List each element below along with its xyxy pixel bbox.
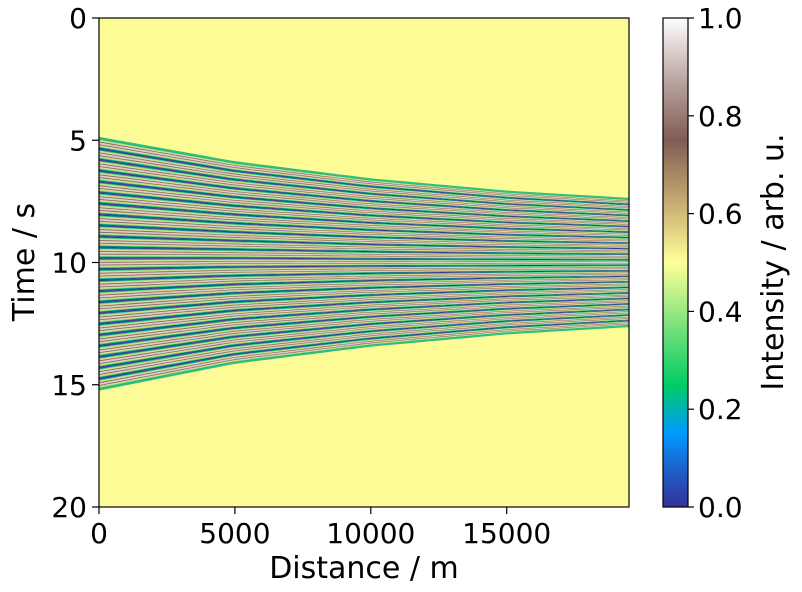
y-axis-ticks: 0 5 10 15 20 [51,2,99,524]
x-axis-label: Distance / m [269,551,459,586]
y-tick-label: 15 [51,369,87,402]
fringe-stripe [99,137,629,205]
fringe-stripe [99,276,629,302]
fringe-stripe [99,203,629,238]
fringe-stripe [99,304,629,357]
y-tick-label: 10 [51,247,87,280]
colorbar [662,17,689,508]
y-axis-label: Time / s [7,203,42,322]
colorbar-label: Intensity / arb. u. [756,133,791,390]
colorbar-tick-label: 1.0 [698,2,743,35]
fringe-stripe [99,181,629,227]
colorbar-tick-label: 0.8 [698,100,743,133]
fringe-stripe [99,281,629,313]
y-tick-label: 0 [69,2,87,35]
fringe-band [99,136,629,391]
colorbar-tick-label: 0.2 [698,393,743,426]
fringe-stripe [99,315,629,379]
y-tick-label: 20 [51,491,87,524]
x-tick-label: 0 [90,517,108,550]
x-axis-ticks: 0 5000 10000 15000 [90,507,551,550]
colorbar-tick-label: 0.4 [698,295,743,328]
fringe-stripe [99,309,629,368]
fringe-stripe [99,192,629,233]
fringe-band-edge [99,136,629,200]
colorbar-ticks: 0.0 0.2 0.4 0.6 0.8 1.0 [688,2,743,524]
colorbar-tick-label: 0.0 [698,491,743,524]
x-tick-label: 5000 [199,517,270,550]
fringe-stripe [99,159,629,216]
fringe-stripe [99,258,629,270]
fringe-stripe [99,236,629,255]
fringe-stripe [99,148,629,210]
fringe-stripe [99,170,629,221]
fringe-stripe [99,225,629,249]
y-tick-label: 5 [69,124,87,157]
fringe-stripe [99,320,629,390]
fringe-stripe [99,298,629,346]
fringe-band-edge [99,325,629,391]
colorbar-tick-label: 0.6 [698,198,743,231]
x-tick-label: 15000 [462,517,551,550]
fringe-stripe [99,247,629,260]
fringe-stripe [99,265,629,281]
fringe-stripe [99,214,629,244]
fringe-stripe [99,287,629,324]
fringe-stripe [99,292,629,335]
x-tick-label: 10000 [326,517,415,550]
fringe-stripe [99,270,629,292]
